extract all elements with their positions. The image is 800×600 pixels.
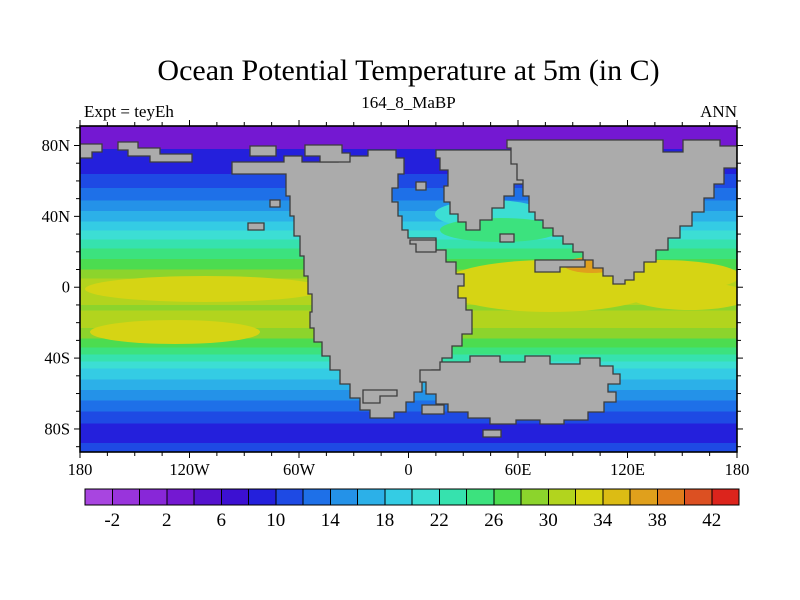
landmass	[247, 222, 265, 231]
colorbar-label: 38	[648, 510, 667, 531]
axis-labels: 180 120W 60W 0 60E 120E 180 80N 40N 0 40S 80S	[42, 136, 750, 479]
x-axis-label: 0	[404, 460, 412, 479]
colorbar-label: 18	[375, 510, 394, 531]
experiment-label: Expt = teyEh	[84, 102, 174, 121]
colorbar-segment	[329, 488, 358, 506]
colorbar-segment	[411, 488, 440, 506]
landmass	[506, 139, 737, 285]
colorbar-segment	[493, 488, 522, 506]
colorbar-label: 10	[266, 510, 285, 531]
colorbar-segment	[466, 488, 495, 506]
x-axis-label: 120W	[169, 460, 210, 479]
colorbar-label: 6	[217, 510, 227, 531]
landmass	[419, 355, 621, 425]
landmass	[409, 239, 437, 253]
colorbar-segment	[248, 488, 277, 506]
landmass	[482, 429, 502, 438]
colorbar-segment	[384, 488, 413, 506]
ocean-band	[80, 221, 737, 231]
ocean-band	[80, 200, 737, 212]
colorbar-label: -2	[104, 510, 120, 531]
landmass	[117, 141, 193, 163]
x-axis-label: 180	[68, 460, 93, 479]
x-axis-label: 60E	[505, 460, 532, 479]
axes-layer	[74, 120, 743, 458]
warm-patch	[85, 276, 325, 302]
colorbar-segment	[275, 488, 304, 506]
y-axis-label: 0	[62, 278, 70, 297]
ocean-band	[80, 400, 737, 412]
colorbar	[84, 488, 740, 506]
y-axis-label: 80N	[42, 136, 71, 155]
landmass	[362, 389, 398, 404]
landmass	[534, 259, 586, 273]
colorbar-segment	[139, 488, 168, 506]
season-label: ANN	[700, 102, 737, 121]
y-axis-label: 40S	[44, 349, 70, 368]
y-axis-label: 40N	[42, 207, 71, 226]
colorbar-segment	[438, 488, 467, 506]
page-title: Ocean Potential Temperature at 5m (in C)	[157, 54, 660, 87]
warm-patch	[90, 320, 260, 344]
landmass	[80, 143, 103, 159]
x-axis-label: 60W	[283, 460, 316, 479]
landmass	[249, 145, 277, 157]
colorbar-segment	[547, 488, 576, 506]
colorbar-label: 42	[702, 510, 721, 531]
colorbar-label: 14	[321, 510, 341, 531]
colorbar-segment	[684, 488, 713, 506]
colorbar-label: 34	[593, 510, 613, 531]
ocean-band	[80, 443, 737, 452]
landmass	[415, 181, 427, 191]
colorbar-segment	[629, 488, 658, 506]
colorbar-segment	[111, 488, 140, 506]
landmass	[421, 404, 445, 415]
land-layer	[80, 139, 737, 438]
colorbar-labels: -2 2 6 10 14 18 22 26 30 34 38 42	[104, 510, 721, 531]
x-axis-label: 180	[725, 460, 750, 479]
colorbar-segment	[520, 488, 549, 506]
ocean-band	[80, 423, 737, 444]
colorbar-segment	[602, 488, 631, 506]
colorbar-segment	[711, 488, 740, 506]
warm-patch	[630, 282, 737, 310]
colorbar-segment	[357, 488, 386, 506]
landmass	[499, 233, 515, 243]
colorbar-segment	[656, 488, 685, 506]
landmass	[269, 199, 281, 208]
ocean-band	[80, 211, 737, 222]
colorbar-segment	[575, 488, 604, 506]
colorbar-segment	[220, 488, 249, 506]
colorbar-segment	[84, 488, 113, 506]
ocean-band	[80, 411, 737, 424]
colorbar-label: 30	[539, 510, 558, 531]
colorbar-label: 2	[162, 510, 172, 531]
colorbar-segment	[166, 488, 195, 506]
y-axis-label: 80S	[44, 419, 70, 438]
landmass	[304, 144, 351, 163]
x-axis-label: 120E	[610, 460, 645, 479]
colorbar-segment	[302, 488, 331, 506]
plot-subtitle: 164_8_MaBP	[361, 93, 456, 112]
colorbar-label: 26	[484, 510, 503, 531]
colorbar-label: 22	[430, 510, 449, 531]
colorbar-segment	[193, 488, 222, 506]
